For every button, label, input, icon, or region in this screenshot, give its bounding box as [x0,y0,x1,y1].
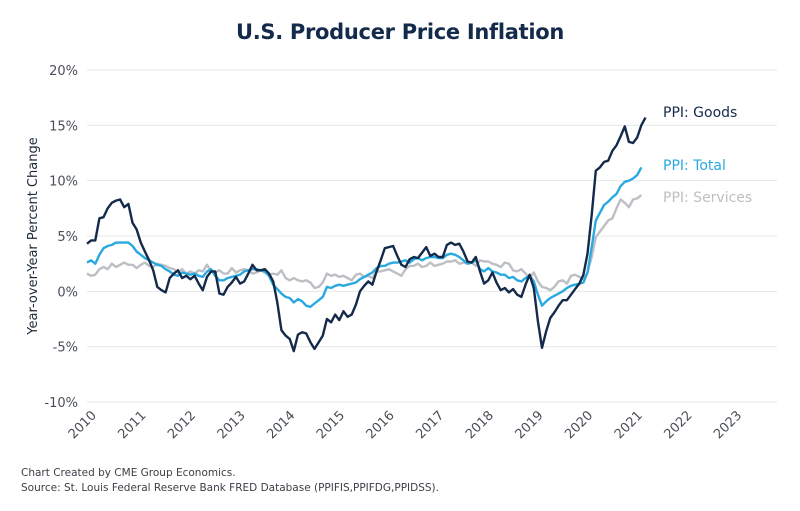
y-tick-label: -5% [53,341,78,356]
x-tick-label: 2015 [314,408,348,442]
legend-label: PPI: Total [663,158,726,174]
x-tick-label: 2022 [662,408,696,442]
y-tick-label: -10% [44,396,78,411]
x-tick-label: 2016 [364,408,398,442]
y-axis-ticks: 20% 15% 10% 5% 0% -5% -10% [44,64,78,411]
legend-label: PPI: Services [663,190,752,206]
x-axis-ticks: 2010 2011 2012 2013 2014 2015 2016 2017 2018 2019… [66,408,745,442]
x-tick-label: 2011 [115,408,149,442]
x-tick-label: 2017 [413,408,447,442]
x-tick-label: 2013 [215,408,249,442]
x-tick-label: 2018 [463,408,497,442]
x-tick-label: 2010 [66,408,100,442]
y-tick-label: 15% [49,119,78,134]
footer-credit: Chart Created by CME Group Economics. [21,467,236,479]
legend-label: PPI: Goods [663,105,737,121]
x-tick-label: 2020 [562,408,596,442]
y-axis-label: Year-over-Year Percent Change [26,137,41,335]
footer: Chart Created by CME Group Economics. So… [21,466,439,496]
x-tick-label: 2012 [165,408,199,442]
legend: PPI: Goods PPI: Total PPI: Services [663,105,752,206]
x-tick-label: 2019 [513,408,547,442]
x-tick-label: 2014 [264,408,298,442]
x-tick-label: 2023 [711,408,745,442]
grid-layer [87,69,777,403]
y-tick-label: 0% [57,285,78,300]
y-tick-label: 10% [49,175,78,190]
series-layer [86,117,647,353]
x-tick-label: 2021 [612,408,646,442]
chart-title: U.S. Producer Price Inflation [235,20,565,44]
y-tick-label: 20% [49,64,78,79]
series-line-ppi-goods [86,117,647,353]
y-tick-label: 5% [57,230,78,245]
footer-source: Source: St. Louis Federal Reserve Bank F… [21,482,439,494]
